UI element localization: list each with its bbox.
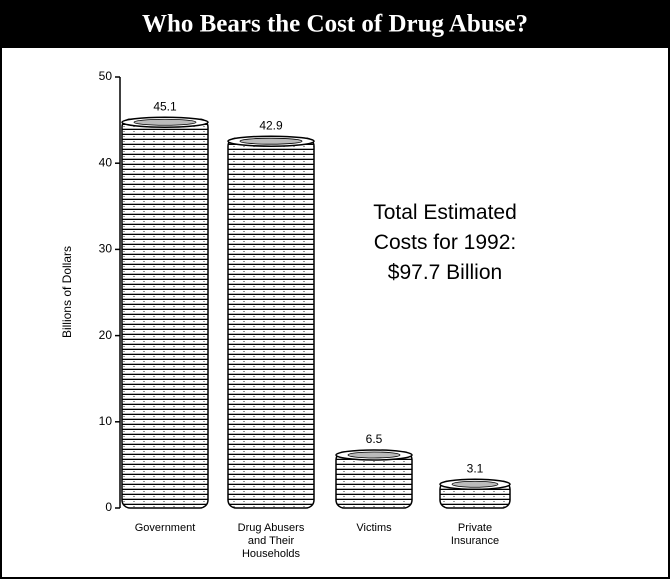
value-label: 3.1 — [467, 461, 484, 475]
coin-face — [239, 137, 303, 145]
annotation: Total Estimated Costs for 1992: $97.7 Bi… — [373, 201, 517, 284]
y-tick-label: 0 — [105, 500, 112, 514]
header-band — [0, 0, 670, 48]
y-tick-label: 50 — [99, 69, 113, 83]
x-tick-label: Victims — [356, 522, 392, 534]
coin-face — [133, 118, 197, 126]
y-tick-label: 10 — [99, 414, 113, 428]
y-tick-label: 40 — [99, 155, 113, 169]
value-label: 42.9 — [259, 118, 283, 132]
bar — [121, 118, 209, 509]
coin-face — [451, 480, 499, 488]
bar — [227, 137, 315, 509]
y-tick-label: 30 — [99, 242, 113, 256]
chart-title: Who Bears the Cost of Drug Abuse? — [142, 11, 528, 38]
value-label: 45.1 — [153, 99, 177, 113]
x-tick-label: Government — [134, 522, 196, 534]
x-tick-label: Private Insurance — [450, 522, 500, 547]
y-tick-label: 20 — [99, 328, 113, 342]
value-label: 6.5 — [366, 432, 383, 446]
y-axis-label: Billions of Dollars — [60, 246, 74, 338]
coin-face — [347, 451, 401, 459]
x-tick-label: Drug Abusers and Their Households — [237, 522, 305, 560]
